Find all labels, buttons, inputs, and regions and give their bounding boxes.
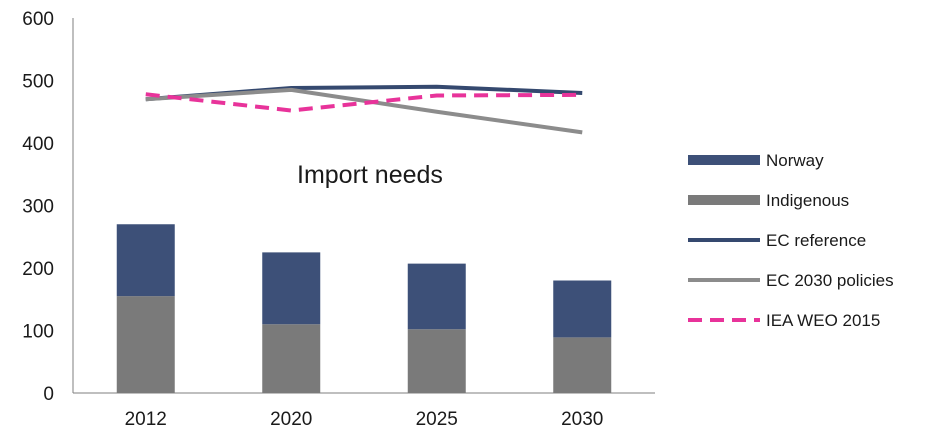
x-tick-labels: 2012 2020 2025 2030 <box>125 409 604 430</box>
bar-norway <box>116 224 175 297</box>
annotation-import-needs: Import needs <box>297 161 443 189</box>
legend: Norway Indigenous EC reference EC 2030 poli… <box>688 151 894 330</box>
legend-label-ec-2030-policies: EC 2030 policies <box>766 271 894 290</box>
line-ec-reference <box>145 84 583 102</box>
bars <box>116 224 612 393</box>
lines <box>145 84 583 135</box>
legend-label-norway: Norway <box>766 151 824 170</box>
y-tick-label: 0 <box>43 384 54 405</box>
legend-label-iea-weo-2015: IEA WEO 2015 <box>766 311 880 330</box>
bar-norway <box>553 280 612 338</box>
line-ec-2030-policies <box>145 87 583 135</box>
y-tick-label: 300 <box>22 197 54 218</box>
x-tick-label: 2012 <box>125 409 167 430</box>
bar-norway <box>262 252 321 325</box>
legend-label-indigenous: Indigenous <box>766 191 849 210</box>
y-tick-labels: 0 100 200 300 400 500 600 <box>22 9 54 405</box>
y-tick-label: 400 <box>22 134 54 155</box>
x-tick-label: 2030 <box>561 409 603 430</box>
legend-label-ec-reference: EC reference <box>766 231 866 250</box>
bar-indigenous <box>262 324 321 393</box>
bar-indigenous <box>553 337 612 393</box>
y-tick-label: 200 <box>22 259 54 280</box>
bar-norway <box>407 263 466 330</box>
x-tick-label: 2025 <box>416 409 458 430</box>
legend-swatch-norway <box>688 155 760 165</box>
x-tick-label: 2020 <box>270 409 312 430</box>
line-iea-weo-2015 <box>145 92 583 113</box>
y-tick-label: 500 <box>22 72 54 93</box>
y-tick-label: 600 <box>22 9 54 30</box>
legend-swatch-indigenous <box>688 195 760 205</box>
bar-indigenous <box>407 329 466 393</box>
bar-indigenous <box>116 296 175 393</box>
y-tick-label: 100 <box>22 322 54 343</box>
